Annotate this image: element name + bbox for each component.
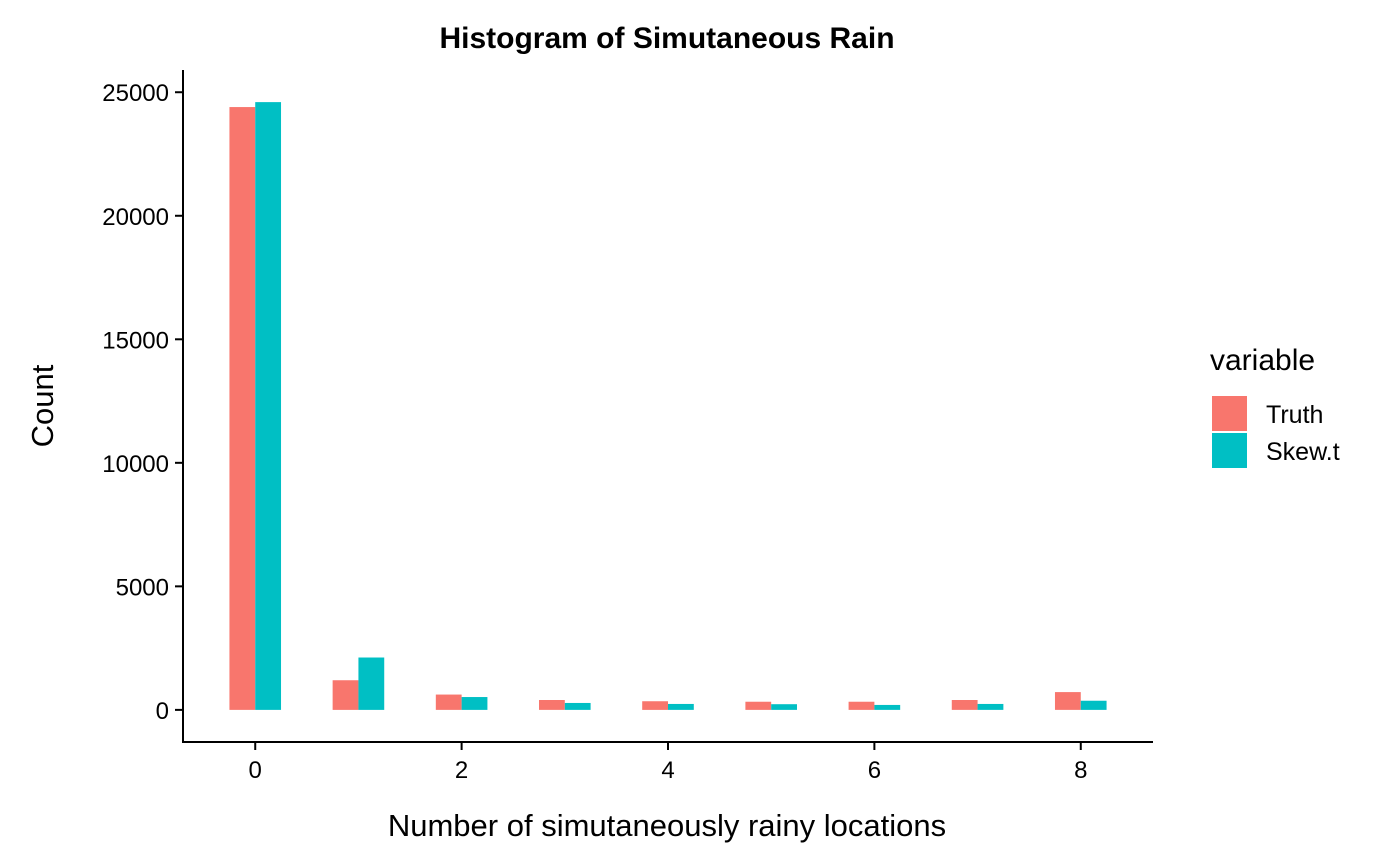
bar-skew-t-5 [771, 704, 797, 710]
x-tick-label-4: 4 [661, 757, 674, 784]
bar-truth-7 [951, 700, 978, 710]
x-tick-label-6: 6 [868, 757, 881, 784]
y-tick-label-5000: 5000 [116, 574, 169, 601]
y-tick-label-20000: 20000 [102, 204, 169, 231]
bar-skew-t-7 [977, 703, 1004, 710]
y-tick-label-10000: 10000 [102, 451, 169, 478]
bar-skew-t-3 [564, 702, 591, 710]
y-tick-label-0: 0 [156, 698, 169, 725]
bars-group [229, 102, 1107, 710]
x-tick-label-0: 0 [249, 757, 262, 784]
bar-skew-t-0 [255, 102, 282, 710]
legend-items: Truth Skew.t [1212, 396, 1340, 468]
legend: variable Truth Skew.t [1210, 344, 1340, 468]
chart-title: Histogram of Simutaneous Rain [439, 22, 894, 55]
bar-truth-5 [745, 701, 772, 710]
legend-swatch-skew-t [1212, 433, 1247, 468]
legend-title: variable [1210, 344, 1315, 377]
x-axis-title: Number of simutaneously rainy locations [388, 808, 946, 843]
y-axis-title: Count [25, 364, 60, 447]
bar-skew-t-1 [358, 657, 385, 710]
y-tick-label-15000: 15000 [102, 327, 169, 354]
bar-skew-t-8 [1080, 700, 1107, 710]
x-tick-label-2: 2 [455, 757, 468, 784]
legend-label-skew-t: Skew.t [1266, 438, 1340, 466]
x-axis-ticks: 0 2 4 6 8 [249, 742, 1087, 784]
bar-truth-1 [332, 680, 359, 710]
y-tick-label-25000: 25000 [102, 80, 169, 107]
bar-truth-8 [1054, 692, 1081, 710]
bar-skew-t-2 [461, 697, 488, 710]
legend-label-truth: Truth [1266, 401, 1323, 429]
bar-truth-4 [642, 701, 668, 710]
bar-truth-6 [848, 701, 875, 710]
bar-truth-0 [229, 107, 256, 710]
bar-skew-t-4 [668, 703, 694, 710]
x-tick-label-8: 8 [1074, 757, 1087, 784]
bar-skew-t-6 [874, 704, 901, 710]
y-axis-ticks: 0 5000 10000 15000 20000 25000 [102, 80, 183, 725]
bar-truth-3 [539, 700, 565, 710]
legend-swatch-truth [1212, 396, 1247, 431]
bar-truth-2 [435, 694, 462, 710]
